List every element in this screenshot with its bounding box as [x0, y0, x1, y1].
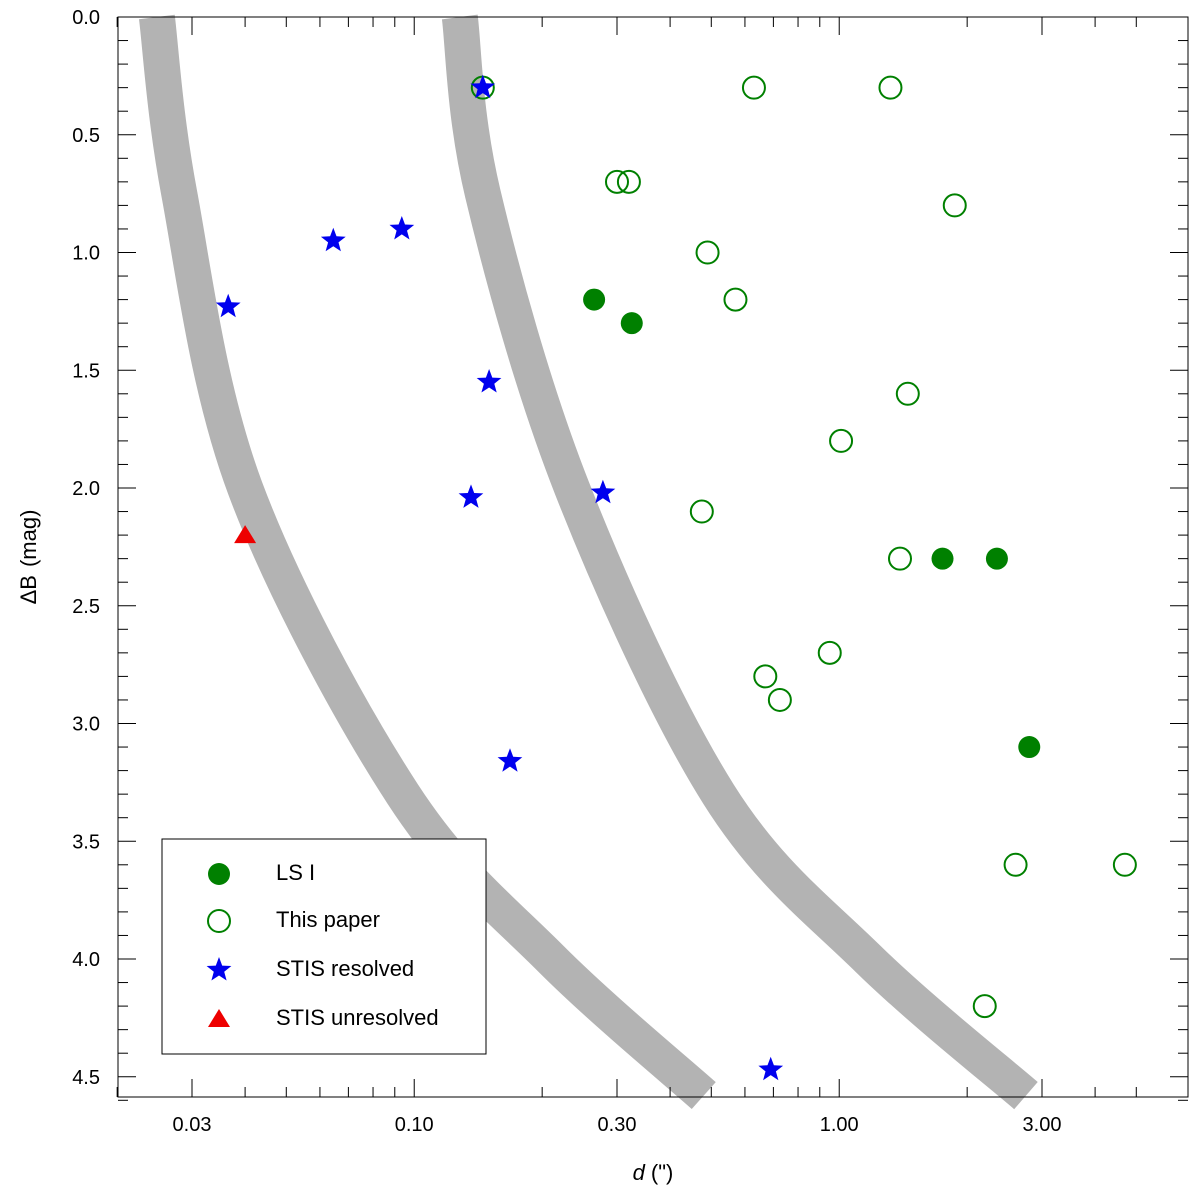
point-this-paper [767, 687, 792, 712]
point-stis-resolved [389, 216, 415, 240]
legend-label-ls-i: LS I [276, 860, 315, 885]
legend-marker-stis-unresolved [208, 1009, 230, 1027]
point-this-paper [741, 75, 766, 100]
point-this-paper [972, 994, 997, 1019]
point-ls-i [1018, 736, 1041, 759]
y-axis-unit: (mag) [16, 510, 41, 567]
point-ls-i [583, 288, 606, 311]
legend-markers [206, 863, 232, 1027]
y-tick-label: 4.0 [72, 949, 100, 971]
y-axis-label: ΔB (mag) [16, 510, 41, 605]
y-tick-label: 0.0 [72, 7, 100, 29]
point-this-paper [829, 428, 854, 453]
point-stis-resolved [476, 369, 502, 393]
legend-label-stis-unresolved: STIS unresolved [276, 1005, 439, 1030]
point-stis-resolved [320, 227, 346, 252]
point-this-paper [888, 546, 913, 571]
point-ls-i [985, 547, 1008, 570]
x-axis-symbol: d [633, 1160, 646, 1185]
point-this-paper [895, 381, 920, 406]
legend-marker-ls-i [208, 863, 230, 885]
point-ls-i [620, 312, 643, 335]
data-points [215, 74, 1137, 1081]
point-stis-resolved [590, 479, 616, 504]
point-this-paper [616, 169, 641, 194]
point-this-paper [689, 499, 714, 524]
band-inner-limit [138, 14, 716, 1110]
point-ls-i [931, 547, 954, 570]
x-axis-label: d (") [633, 1160, 674, 1185]
point-stis-resolved [758, 1056, 784, 1081]
point-this-paper [753, 664, 778, 689]
x-tick-label: 0.03 [173, 1114, 212, 1136]
point-this-paper [817, 640, 842, 665]
y-tick-labels: 0.0 0.5 1.0 1.5 2.0 2.5 3.0 3.5 4.0 4.5 [72, 7, 100, 1089]
y-tick-label: 0.5 [72, 125, 100, 147]
y-tick-label: 4.5 [72, 1067, 100, 1089]
point-stis-resolved [497, 748, 523, 772]
point-stis-resolved [458, 484, 484, 508]
x-tick-label: 0.10 [395, 1114, 434, 1136]
point-this-paper [1003, 852, 1028, 877]
legend-marker-this-paper [207, 909, 231, 933]
legend-marker-stis-resolved [206, 957, 232, 981]
axis-ticks [116, 16, 1188, 1101]
limit-bands [138, 14, 1038, 1110]
x-tick-label: 1.00 [820, 1114, 859, 1136]
point-this-paper [695, 240, 720, 265]
y-tick-label: 1.0 [72, 243, 100, 265]
point-this-paper [1112, 852, 1137, 877]
legend-label-stis-resolved: STIS resolved [276, 956, 414, 981]
y-tick-label: 3.0 [72, 714, 100, 736]
x-tick-label: 3.00 [1023, 1114, 1062, 1136]
point-this-paper [605, 169, 629, 194]
y-tick-label: 2.0 [72, 478, 100, 500]
x-tick-label: 0.30 [598, 1114, 637, 1136]
point-this-paper [878, 75, 903, 100]
legend-label-this-paper: This paper [276, 907, 380, 932]
y-tick-label: 1.5 [72, 360, 100, 382]
legend: LS I This paper STIS resolved STIS unres… [161, 838, 487, 1055]
point-stis-resolved [215, 293, 241, 318]
point-this-paper [723, 287, 748, 312]
point-stis-unresolved [234, 525, 257, 544]
x-tick-labels: 0.03 0.10 0.30 1.00 3.00 [173, 1114, 1062, 1136]
band-outer-limit [441, 14, 1038, 1110]
point-stis-resolved [470, 74, 496, 99]
y-tick-label: 3.5 [72, 831, 100, 853]
point-this-paper [942, 193, 967, 218]
x-axis-unit: (") [651, 1160, 673, 1185]
plot-frame [117, 16, 1189, 1098]
y-axis-symbol: ΔB [16, 575, 41, 604]
y-tick-label: 2.5 [72, 596, 100, 618]
